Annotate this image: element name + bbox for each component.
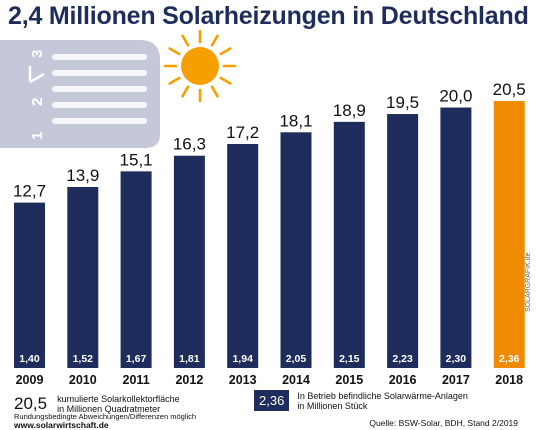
bar-2012 xyxy=(173,155,205,368)
credit-text: SOLARGRAFIK.de xyxy=(525,252,532,312)
value-label-2010: 13,9 xyxy=(66,166,99,185)
value-label-2009: 12,7 xyxy=(13,182,46,201)
year-label-2010: 2010 xyxy=(69,373,97,387)
bar-2014 xyxy=(280,132,312,368)
panel-mark-3: 3 xyxy=(29,50,46,58)
value-label-2018: 20,5 xyxy=(493,80,526,99)
legend-area-value: 20,5 xyxy=(14,394,48,413)
source-note: Quelle: BSW-Solar, BDH, Stand 2/2019 xyxy=(369,418,518,428)
installations-label-2018: 2,36 xyxy=(499,353,520,365)
chart-title: 2,4 Millionen Solarheizungen in Deutschl… xyxy=(8,2,529,30)
year-label-2012: 2012 xyxy=(175,373,203,387)
legend-area: 20,5 kumulierte Solarkollektorfläche in … xyxy=(14,394,180,414)
bar-2017 xyxy=(440,107,472,368)
bar-2015 xyxy=(333,121,365,368)
legend-area-line1: kumulierte Solarkollektorfläche xyxy=(57,394,180,404)
year-label-2017: 2017 xyxy=(442,373,470,387)
legend-area-line2: in Millionen Quadratmeter xyxy=(57,404,161,414)
legend-installations-value: 2,36 xyxy=(254,390,290,411)
rounding-note: Rundungsbedingte Abweichungen/Differenze… xyxy=(14,412,197,421)
value-label-2016: 19,5 xyxy=(386,93,419,112)
value-label-2015: 18,9 xyxy=(333,101,366,120)
legend-installations-line1: In Betrieb befindliche Solarwärme-Anlage… xyxy=(297,390,468,401)
year-label-2009: 2009 xyxy=(16,373,44,387)
bars-layer: 12,7 1,40 2009 13,9 1,52 2010 15,1 1,67 2011 16,3… xyxy=(13,80,526,387)
bar-2011 xyxy=(120,171,152,368)
solar-collector-illustration: 3 2 1 xyxy=(0,40,160,148)
year-label-2011: 2011 xyxy=(123,373,150,387)
installations-label-2011: 1,67 xyxy=(126,353,147,365)
legend-area-text: kumulierte Solarkollektorfläche in Milli… xyxy=(57,394,180,414)
installations-label-2017: 2,30 xyxy=(446,353,467,365)
installations-label-2014: 2,05 xyxy=(286,353,307,365)
year-label-2018: 2018 xyxy=(495,373,523,387)
bar-2009 xyxy=(14,202,45,368)
bar-2018 xyxy=(493,101,525,368)
value-label-2012: 16,3 xyxy=(173,135,206,154)
legend-installations: 2,36 In Betrieb befindliche Solarwärme-A… xyxy=(254,390,468,411)
installations-label-2015: 2,15 xyxy=(339,353,360,365)
value-label-2013: 17,2 xyxy=(226,123,259,142)
bar-2016 xyxy=(387,114,419,368)
legend-installations-text: In Betrieb befindliche Solarwärme-Anlage… xyxy=(297,391,468,411)
bar-2010 xyxy=(67,186,99,368)
value-label-2014: 18,1 xyxy=(279,111,312,130)
installations-label-2010: 1,52 xyxy=(73,353,94,365)
website-link[interactable]: www.solarwirtschaft.de xyxy=(14,420,109,430)
year-label-2016: 2016 xyxy=(389,373,417,387)
installations-label-2012: 1,81 xyxy=(179,353,200,365)
year-label-2014: 2014 xyxy=(282,373,310,387)
panel-mark-2: 2 xyxy=(29,98,46,106)
sun-icon xyxy=(163,29,237,103)
installations-label-2009: 1,40 xyxy=(19,353,40,365)
installations-label-2016: 2,23 xyxy=(392,353,413,365)
value-label-2011: 15,1 xyxy=(120,150,153,169)
value-label-2017: 20,0 xyxy=(439,87,472,106)
panel-mark-1: 1 xyxy=(29,132,46,140)
installations-label-2013: 1,94 xyxy=(232,353,253,365)
legend-installations-line2: in Millionen Stück xyxy=(297,400,368,411)
bar-2013 xyxy=(227,144,259,368)
year-label-2013: 2013 xyxy=(229,373,257,387)
year-label-2015: 2015 xyxy=(335,373,363,387)
